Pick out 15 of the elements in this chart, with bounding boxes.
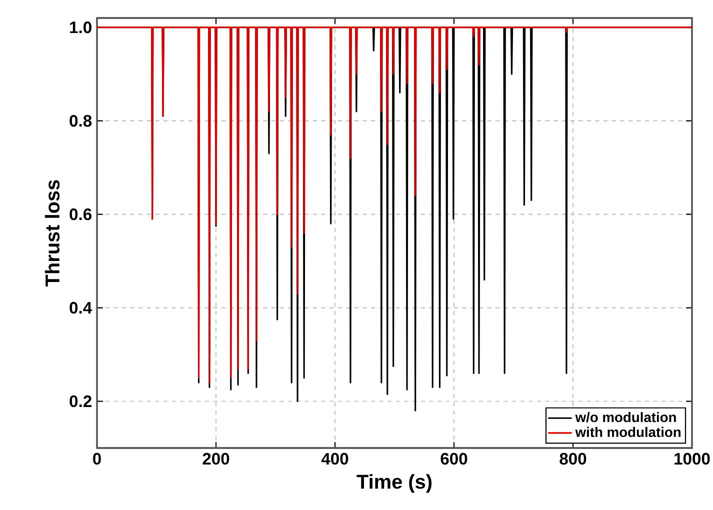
y-axis-title: Thrust loss	[44, 180, 60, 286]
x-tick-label: 0	[93, 452, 101, 465]
y-tick-label: 0.2	[70, 395, 92, 408]
y-tick-label: 0.6	[70, 208, 92, 220]
x-tick-label: 1000	[674, 452, 710, 465]
x-axis-title: Time (s)	[356, 474, 432, 493]
x-tick-label: 600	[440, 452, 468, 465]
x-tick-label: 800	[560, 452, 586, 465]
x-tick-label: 400	[321, 452, 348, 465]
legend-label: with modulation	[575, 426, 680, 438]
x-tick-label: 200	[202, 452, 230, 465]
y-tick-label: 0.4	[70, 302, 92, 314]
y-tick-label: 1.0	[70, 21, 92, 34]
y-tick-label: 0.8	[70, 114, 92, 127]
legend-label: w/o modulation	[575, 412, 676, 422]
